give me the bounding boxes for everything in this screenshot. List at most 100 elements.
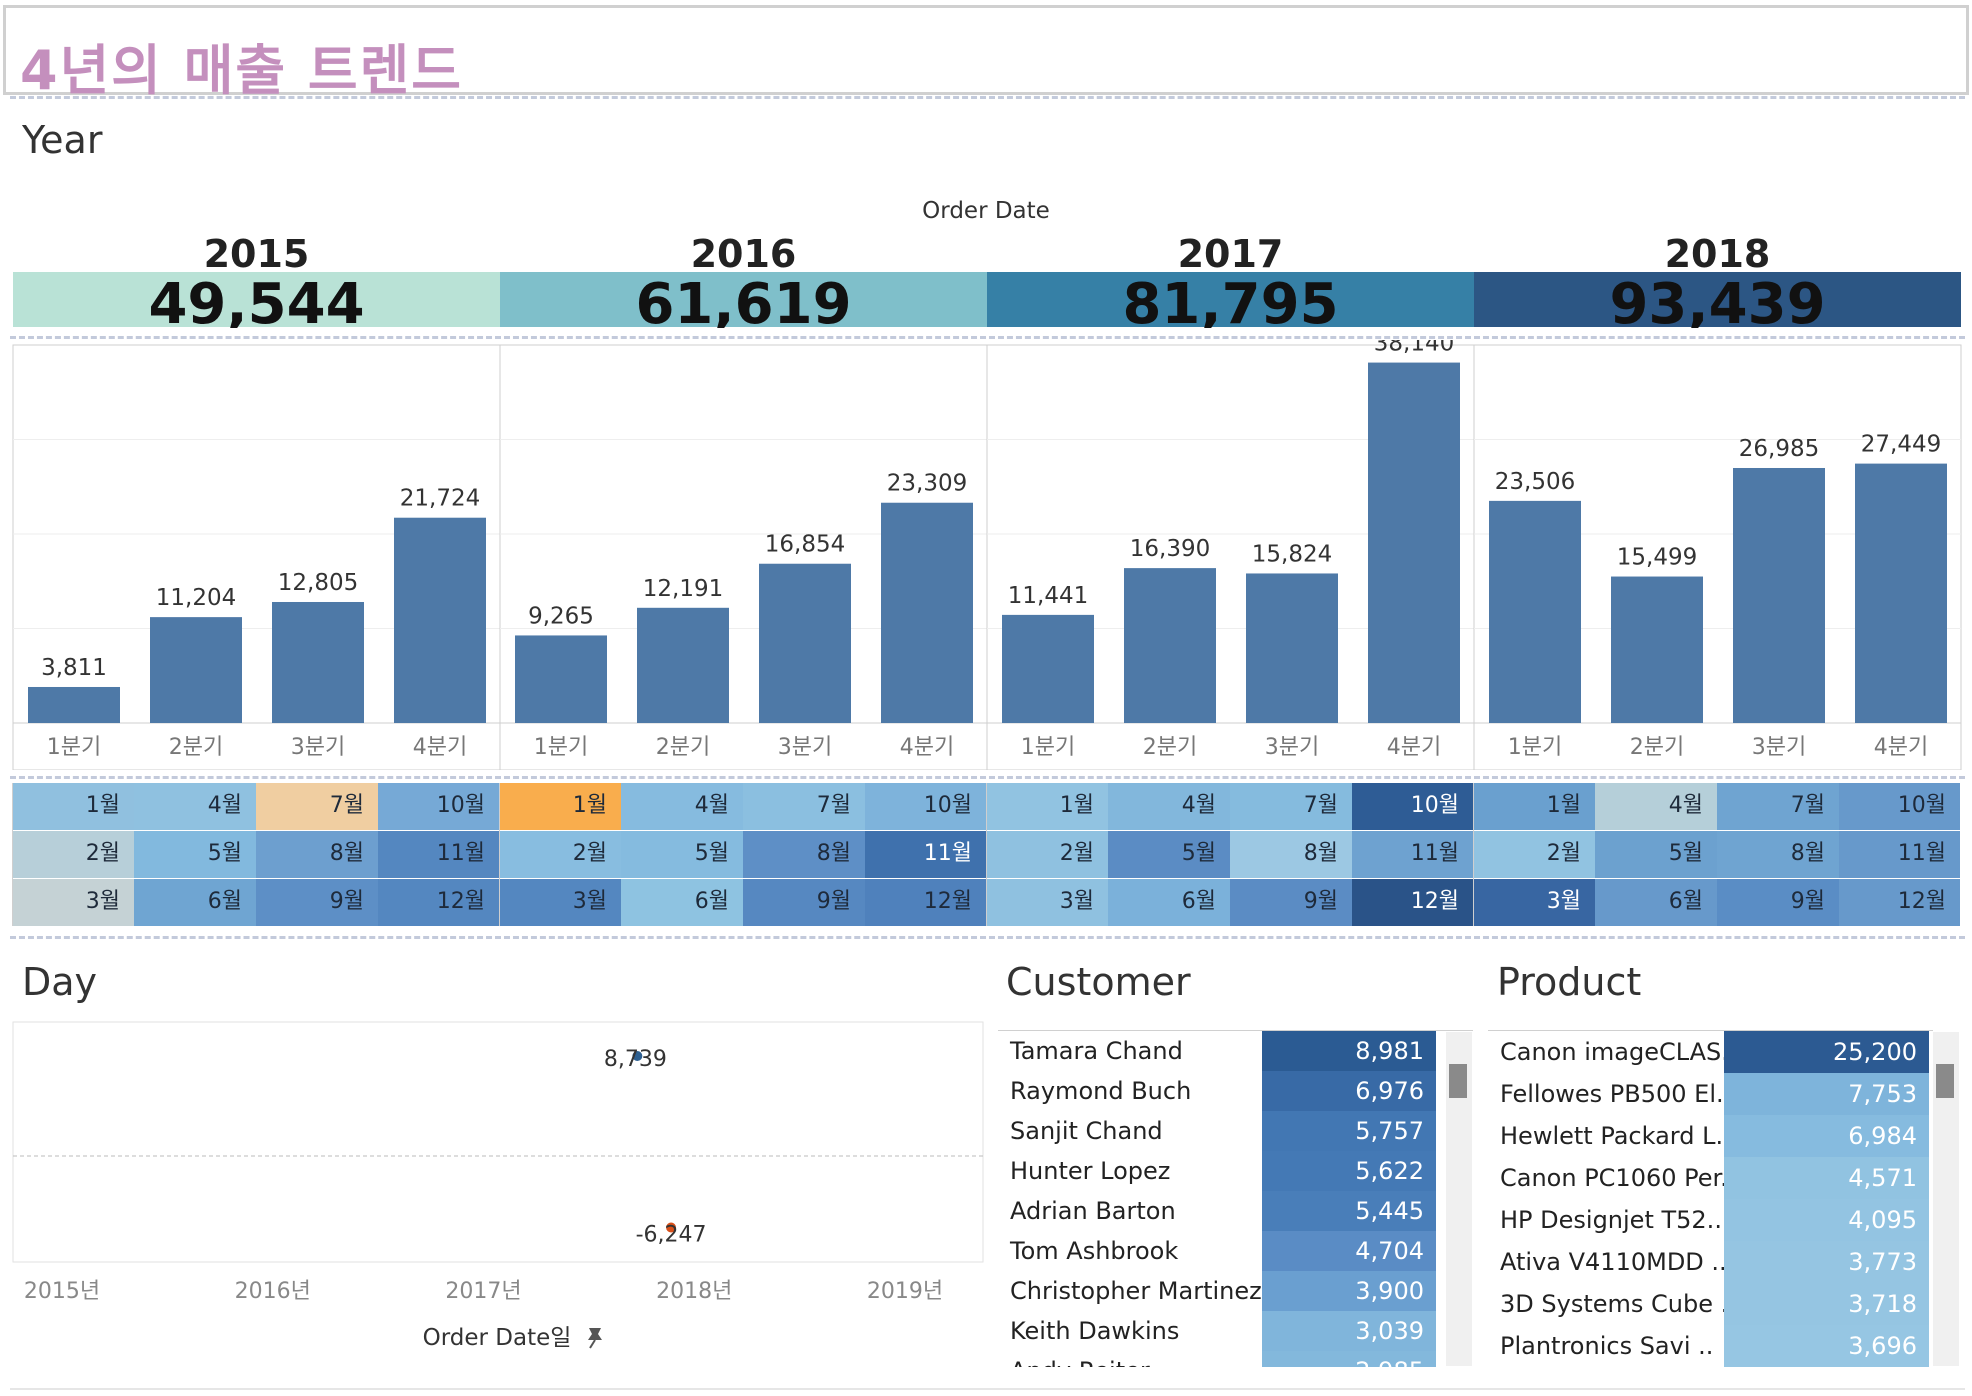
bar-value-label: 27,449 bbox=[1861, 432, 1941, 458]
heat-cell-2017-m6[interactable]: 6월 bbox=[1108, 879, 1230, 926]
customer-row[interactable]: Tom Ashbrook 4,704 bbox=[998, 1231, 1436, 1271]
heat-cell-2015-m3[interactable]: 3월 bbox=[12, 879, 134, 926]
heat-cell-2017-m8[interactable]: 8월 bbox=[1230, 831, 1352, 878]
heat-cell-2016-m6[interactable]: 6월 bbox=[621, 879, 743, 926]
heat-cell-2017-m4[interactable]: 4월 bbox=[1108, 783, 1230, 830]
heat-cell-2018-m4[interactable]: 4월 bbox=[1595, 783, 1717, 830]
heat-cell-2015-m4[interactable]: 4월 bbox=[134, 783, 256, 830]
customer-value: 8,981 bbox=[1262, 1031, 1436, 1071]
heat-cell-2018-m11[interactable]: 11월 bbox=[1839, 831, 1960, 878]
bar-2016-q4[interactable] bbox=[881, 502, 973, 723]
heat-cell-2016-m12[interactable]: 12월 bbox=[865, 879, 986, 926]
heat-cell-2018-m2[interactable]: 2월 bbox=[1473, 831, 1595, 878]
bar-2017-q2[interactable] bbox=[1124, 568, 1216, 723]
bar-2015-q3[interactable] bbox=[272, 601, 364, 723]
bar-2018-q3[interactable] bbox=[1733, 467, 1825, 723]
customer-scroll-thumb[interactable] bbox=[1449, 1064, 1467, 1098]
heat-cell-2017-m2[interactable]: 2월 bbox=[986, 831, 1108, 878]
bar-2016-q2[interactable] bbox=[637, 607, 729, 723]
bar-value-label: 11,204 bbox=[156, 585, 236, 611]
heat-cell-2015-m11[interactable]: 11월 bbox=[378, 831, 499, 878]
product-scroll-thumb[interactable] bbox=[1936, 1064, 1954, 1098]
min-point[interactable] bbox=[666, 1222, 677, 1233]
bar-2018-q1[interactable] bbox=[1489, 500, 1581, 723]
heat-cell-2016-m8[interactable]: 8월 bbox=[743, 831, 865, 878]
heat-cell-2018-m10[interactable]: 10월 bbox=[1839, 783, 1960, 830]
customer-row[interactable]: Sanjit Chand 5,757 bbox=[998, 1111, 1436, 1151]
heat-cell-2017-m12[interactable]: 12월 bbox=[1352, 879, 1473, 926]
customer-row[interactable]: Keith Dawkins 3,039 bbox=[998, 1311, 1436, 1351]
product-row[interactable]: Fellowes PB500 El.. 7,753 bbox=[1488, 1073, 1929, 1115]
heat-cell-2018-m7[interactable]: 7월 bbox=[1717, 783, 1839, 830]
customer-list[interactable]: Tamara Chand 8,981 Raymond Buch 6,976 Sanjit… bbox=[998, 1030, 1473, 1367]
product-row[interactable]: Canon PC1060 Per.. 4,571 bbox=[1488, 1157, 1929, 1199]
customer-row[interactable]: Tamara Chand 8,981 bbox=[998, 1031, 1436, 1071]
product-row[interactable]: Plantronics Savi .. 3,696 bbox=[1488, 1325, 1929, 1367]
heat-cell-2018-m1[interactable]: 1월 bbox=[1473, 783, 1595, 830]
bar-2015-q2[interactable] bbox=[150, 617, 242, 723]
heat-cell-2018-m6[interactable]: 6월 bbox=[1595, 879, 1717, 926]
bar-2018-q2[interactable] bbox=[1611, 576, 1703, 723]
customer-row[interactable]: Raymond Buch 6,976 bbox=[998, 1071, 1436, 1111]
heat-cell-2017-m1[interactable]: 1월 bbox=[986, 783, 1108, 830]
bar-2017-q1[interactable] bbox=[1002, 614, 1094, 723]
pin-icon[interactable] bbox=[588, 1328, 602, 1349]
product-row[interactable]: Ativa V4110MDD .. 3,773 bbox=[1488, 1241, 1929, 1283]
heat-cell-2017-m3[interactable]: 3월 bbox=[986, 879, 1108, 926]
heat-cell-2016-m1[interactable]: 1월 bbox=[499, 783, 621, 830]
product-list[interactable]: Canon imageCLAS.. 25,200 Fellowes PB500 El… bbox=[1488, 1030, 1933, 1367]
year-cell-2018[interactable]: 2018 93,439 bbox=[1474, 232, 1961, 328]
heat-cell-2015-m6[interactable]: 6월 bbox=[134, 879, 256, 926]
product-row[interactable]: 3D Systems Cube .. 3,718 bbox=[1488, 1283, 1929, 1325]
bar-2017-q4[interactable] bbox=[1368, 362, 1460, 723]
heat-cell-2015-m2[interactable]: 2월 bbox=[12, 831, 134, 878]
customer-row[interactable]: Christopher Martinez 3,900 bbox=[998, 1271, 1436, 1311]
heat-cell-2016-m9[interactable]: 9월 bbox=[743, 879, 865, 926]
heat-cell-2015-m8[interactable]: 8월 bbox=[256, 831, 378, 878]
customer-row[interactable]: Adrian Barton 5,445 bbox=[998, 1191, 1436, 1231]
heat-cell-2018-m12[interactable]: 12월 bbox=[1839, 879, 1960, 926]
heat-cell-2018-m8[interactable]: 8월 bbox=[1717, 831, 1839, 878]
heat-cell-2016-m3[interactable]: 3월 bbox=[499, 879, 621, 926]
heat-cell-2017-m10[interactable]: 10월 bbox=[1352, 783, 1473, 830]
heat-cell-2017-m7[interactable]: 7월 bbox=[1230, 783, 1352, 830]
heat-cell-2018-m9[interactable]: 9월 bbox=[1717, 879, 1839, 926]
year-cell-2015[interactable]: 2015 49,544 bbox=[13, 232, 500, 328]
heat-cell-2016-m10[interactable]: 10월 bbox=[865, 783, 986, 830]
bar-2016-q1[interactable] bbox=[515, 635, 607, 723]
heat-cell-2018-m5[interactable]: 5월 bbox=[1595, 831, 1717, 878]
heat-cell-2015-m1[interactable]: 1월 bbox=[12, 783, 134, 830]
customer-row[interactable]: Hunter Lopez 5,622 bbox=[998, 1151, 1436, 1191]
heat-cell-2015-m10[interactable]: 10월 bbox=[378, 783, 499, 830]
year-panel-2016: 9,265 1분기 12,191 2분기 16,854 3분기 23,309 4분기 bbox=[499, 344, 988, 770]
product-scrollbar[interactable] bbox=[1933, 1032, 1959, 1366]
max-point[interactable] bbox=[632, 1051, 643, 1061]
year-cell-2017[interactable]: 2017 81,795 bbox=[987, 232, 1474, 328]
heat-cell-2016-m5[interactable]: 5월 bbox=[621, 831, 743, 878]
year-panel-2017: 11,441 1분기 16,390 2분기 15,824 3분기 38,140 4분기 bbox=[986, 340, 1475, 770]
heat-cell-2017-m9[interactable]: 9월 bbox=[1230, 879, 1352, 926]
customer-scrollbar[interactable] bbox=[1446, 1032, 1472, 1366]
heat-cell-2015-m7[interactable]: 7월 bbox=[256, 783, 378, 830]
heat-cell-2015-m12[interactable]: 12월 bbox=[378, 879, 499, 926]
bar-2015-q4[interactable] bbox=[394, 517, 486, 723]
year-cell-2016[interactable]: 2016 61,619 bbox=[500, 232, 987, 328]
heat-cell-2015-m5[interactable]: 5월 bbox=[134, 831, 256, 878]
bar-2018-q4[interactable] bbox=[1855, 463, 1947, 723]
heat-cell-2016-m2[interactable]: 2월 bbox=[499, 831, 621, 878]
heat-cell-2018-m3[interactable]: 3월 bbox=[1473, 879, 1595, 926]
heat-cell-2017-m11[interactable]: 11월 bbox=[1352, 831, 1473, 878]
heat-cell-2017-m5[interactable]: 5월 bbox=[1108, 831, 1230, 878]
heat-cell-2016-m7[interactable]: 7월 bbox=[743, 783, 865, 830]
heat-cell-2015-m9[interactable]: 9월 bbox=[256, 879, 378, 926]
product-row[interactable]: HP Designjet T52.. 4,095 bbox=[1488, 1199, 1929, 1241]
product-row[interactable]: Hewlett Packard L.. 6,984 bbox=[1488, 1115, 1929, 1157]
bar-2016-q3[interactable] bbox=[759, 563, 851, 723]
customer-value: 3,900 bbox=[1262, 1271, 1436, 1311]
product-row[interactable]: Canon imageCLAS.. 25,200 bbox=[1488, 1031, 1929, 1073]
customer-row[interactable]: Andy Reiter 2,985 bbox=[998, 1351, 1436, 1367]
bar-2015-q1[interactable] bbox=[28, 686, 120, 723]
heat-cell-2016-m4[interactable]: 4월 bbox=[621, 783, 743, 830]
bar-2017-q3[interactable] bbox=[1246, 573, 1338, 723]
heat-cell-2016-m11[interactable]: 11월 bbox=[865, 831, 986, 878]
